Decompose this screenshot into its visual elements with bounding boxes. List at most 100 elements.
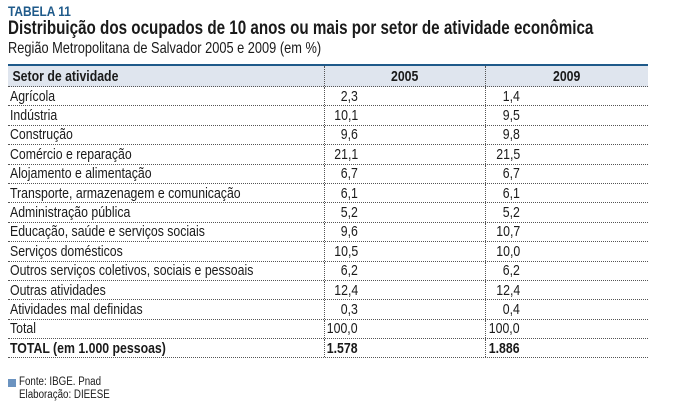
table-row: Alojamento e alimentação 6,7 6,7 [8,164,648,184]
footer-notes: Fonte: IBGE. Pnad Elaboração: DIEESE [8,376,126,402]
table-row: Transporte, armazenagem e comunicação 6,1… [8,183,648,204]
sector-cell-text: Agrícola [10,87,56,105]
value-2005-cell-text: 12,4 [334,281,358,299]
value-2005-cell-text: 10,1 [334,107,358,125]
sector-cell-text: Serviços domésticos [10,242,123,260]
table-row: Total 100,0 100,0 [8,319,648,340]
elaboration-text: Elaboração: DIEESE [19,389,110,401]
value-2009-cell-text: 5,2 [502,204,520,222]
header-2009-text: 2009 [552,67,581,85]
sector-cell: Indústria [8,106,325,125]
value-2005-cell: 10,1 [325,106,486,125]
value-2005-cell: 6,7 [325,164,486,183]
sector-cell-text: TOTAL (em 1.000 pessoas) [10,339,166,357]
sector-cell-text: Outras atividades [10,281,106,299]
value-2005-cell: 9,6 [325,125,486,145]
value-2005-cell-text: 9,6 [340,223,358,241]
value-2009-cell: 6,7 [486,165,647,183]
page-title: Distribuição dos ocupados de 10 anos ou … [8,18,594,39]
value-2009-cell-text: 21,5 [496,145,520,163]
sector-cell: Total [8,319,325,339]
value-2005-cell: 6,1 [325,183,486,203]
value-2009-cell-text: 1,4 [502,87,520,105]
sector-cell: Outros serviços coletivos, sociais e pes… [8,261,325,280]
value-2005-cell-text: 5,2 [340,204,358,222]
value-2005-cell-text: 6,7 [340,165,358,183]
source-text: Fonte: IBGE. Pnad [19,376,102,388]
sector-cell: Outras atividades [8,280,325,300]
sector-cell: Construção [8,125,325,145]
table-row: Educação, saúde e serviços sociais 9,6 10,… [8,222,648,243]
value-2005-cell-text: 100,0 [327,320,358,338]
header-2009: 2009 [486,66,647,86]
value-2005-cell: 9,6 [325,222,486,242]
source-line: Fonte: IBGE. Pnad [8,376,126,389]
value-2009-cell-text: 12,4 [496,281,520,299]
sector-cell: Transporte, armazenagem e comunicação [8,183,325,203]
value-2009-cell: 6,1 [486,184,647,202]
sector-cell: TOTAL (em 1.000 pessoas) [8,339,325,358]
header-2005-text: 2005 [391,67,419,85]
sector-cell: Atividades mal definidas [8,300,325,319]
value-2009-cell: 0,4 [486,300,647,318]
sector-cell-text: Administração pública [10,204,131,222]
value-2005-cell: 10,5 [325,242,486,261]
value-2009-cell: 12,4 [486,281,647,299]
value-2005-cell: 0,3 [325,300,486,319]
table-body: Agrícola 2,3 1,4 Indústria 10,1 9,5 Construção… [8,87,648,359]
page-subtitle: Região Metropolitana de Salvador 2005 e … [8,40,322,57]
table-row: Construção 9,6 9,8 [8,125,648,146]
value-2005-cell-text: 6,2 [340,262,358,280]
table-row: Administração pública 5,2 5,2 [8,203,648,223]
value-2009-cell: 100,0 [486,320,647,338]
value-2005-cell: 6,2 [325,261,486,280]
value-2009-cell-text: 9,5 [502,107,520,125]
sector-cell: Alojamento e alimentação [8,164,325,183]
value-2005-cell: 5,2 [325,203,486,222]
value-2009-cell-text: 10,0 [496,242,520,260]
value-2005-cell-text: 6,1 [340,184,358,202]
header-sector-text: Setor de atividade [12,67,119,85]
sector-cell-text: Educação, saúde e serviços sociais [10,223,205,241]
value-2009-cell: 5,2 [486,203,647,221]
sector-cell: Comércio e reparação [8,145,325,164]
data-table: Setor de atividade 2005 2009 Agrícola 2,3… [8,64,648,359]
sector-cell: Serviços domésticos [8,242,325,261]
table-row: Outros serviços coletivos, sociais e pes… [8,261,648,281]
value-2009-cell-text: 6,2 [502,262,520,280]
value-2005-cell-text: 10,5 [334,242,358,260]
value-2009-cell: 9,8 [486,126,647,144]
source-marker-icon [8,378,16,387]
table-row: Outras atividades 12,4 12,4 [8,280,648,301]
value-2005-cell: 2,3 [325,87,486,106]
sector-cell-text: Construção [10,126,73,144]
value-2005-cell: 100,0 [325,319,486,339]
value-2009-cell: 1.886 [486,339,647,357]
header-sector: Setor de atividade [8,66,325,86]
value-2005-cell-text: 1.578 [327,339,358,357]
value-2005-cell-text: 0,3 [340,300,358,318]
sector-cell-text: Transporte, armazenagem e comunicação [10,184,241,202]
table-row: Indústria 10,1 9,5 [8,106,648,126]
sector-cell-text: Indústria [10,107,58,125]
table-row: Comércio e reparação 21,1 21,5 [8,145,648,165]
value-2009-cell-text: 100,0 [489,320,520,338]
table-row: TOTAL (em 1.000 pessoas) 1.578 1.886 [8,339,648,359]
value-2005-cell: 21,1 [325,145,486,164]
value-2005-cell-text: 2,3 [340,87,358,105]
value-2009-cell-text: 10,7 [496,223,520,241]
sector-cell: Administração pública [8,203,325,222]
value-2009-cell: 10,7 [486,223,647,241]
value-2009-cell: 6,2 [486,262,647,280]
value-2005-cell: 1.578 [325,339,486,358]
value-2009-cell: 21,5 [486,145,647,163]
elaboration-line: Elaboração: DIEESE [8,389,126,402]
value-2009-cell-text: 1.886 [489,339,520,357]
value-2009-cell-text: 0,4 [502,300,520,318]
value-2009-cell: 1,4 [486,87,647,105]
sector-cell-text: Atividades mal definidas [10,300,143,318]
table-row: Atividades mal definidas 0,3 0,4 [8,300,648,320]
sector-cell-text: Comércio e reparação [10,145,132,163]
table-number-label: TABELA 11 [8,3,71,19]
sector-cell: Educação, saúde e serviços sociais [8,222,325,242]
